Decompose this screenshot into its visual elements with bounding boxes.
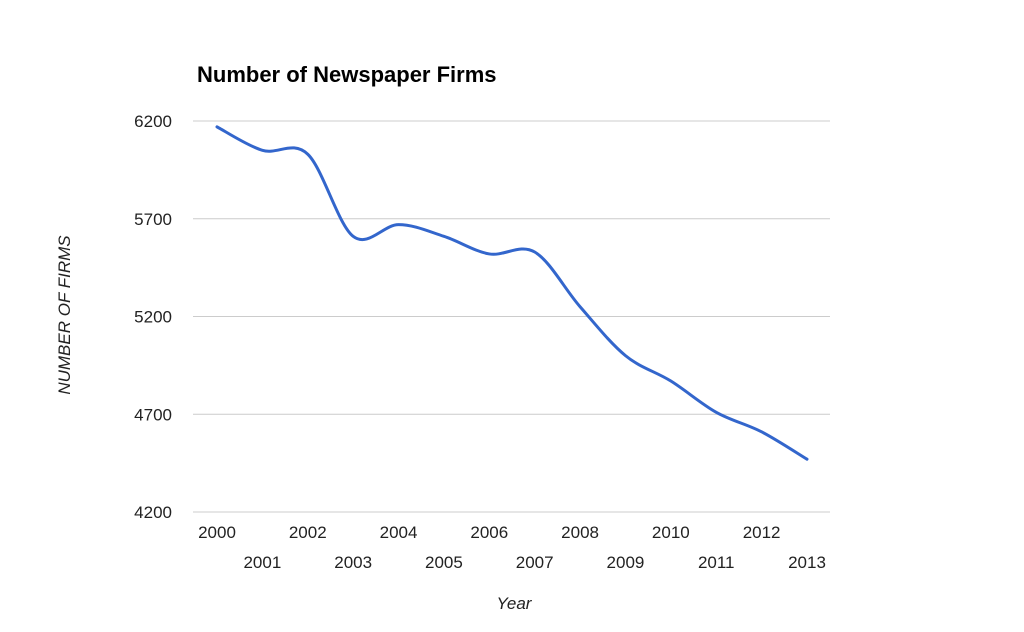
data-point-2004 — [395, 221, 403, 229]
data-point-2000 — [213, 123, 221, 131]
x-tick-label: 2002 — [289, 523, 327, 542]
data-point-2006 — [485, 250, 493, 258]
x-tick-label: 2000 — [198, 523, 236, 542]
data-point-2005 — [440, 232, 448, 240]
series-line-0 — [215, 125, 809, 461]
series-group — [213, 123, 811, 463]
x-tick-label: 2012 — [743, 523, 781, 542]
x-tick-label: 2011 — [698, 553, 735, 572]
x-tick-label: 2013 — [788, 553, 826, 572]
x-tick-label: 2003 — [334, 553, 372, 572]
x-tick-label: 2010 — [652, 523, 690, 542]
y-tick-label: 4700 — [134, 405, 172, 424]
x-tick-label: 2004 — [380, 523, 418, 542]
data-point-2010 — [667, 377, 675, 385]
y-tick-label: 5700 — [134, 210, 172, 229]
data-point-2009 — [621, 352, 629, 360]
data-point-2001 — [258, 146, 266, 154]
x-axis-ticks: 2000 2001 2002 2003 2004 2005 2006 2007 2008 2009… — [198, 523, 826, 572]
x-tick-label: 2008 — [561, 523, 599, 542]
x-tick-label: 2001 — [243, 553, 281, 572]
x-tick-label: 2006 — [470, 523, 508, 542]
y-tick-label: 6200 — [134, 112, 172, 131]
data-point-2013 — [803, 455, 811, 463]
y-tick-label: 5200 — [134, 308, 172, 327]
y-axis-ticks: 6200 5700 5200 4700 4200 — [134, 112, 172, 522]
x-tick-label: 2007 — [516, 553, 554, 572]
x-axis-title: Year — [497, 594, 533, 613]
data-point-2008 — [576, 303, 584, 311]
x-tick-label: 2005 — [425, 553, 463, 572]
data-point-2011 — [712, 408, 720, 416]
data-point-2002 — [304, 150, 312, 158]
x-tick-label: 2009 — [607, 553, 645, 572]
data-point-2003 — [349, 232, 357, 240]
gridlines — [193, 120, 830, 513]
chart-title: Number of Newspaper Firms — [197, 62, 497, 87]
data-point-2012 — [758, 428, 766, 436]
y-tick-label: 4200 — [134, 503, 172, 522]
y-axis-title: NUMBER OF FIRMS — [55, 235, 74, 395]
data-point-2007 — [531, 248, 539, 256]
